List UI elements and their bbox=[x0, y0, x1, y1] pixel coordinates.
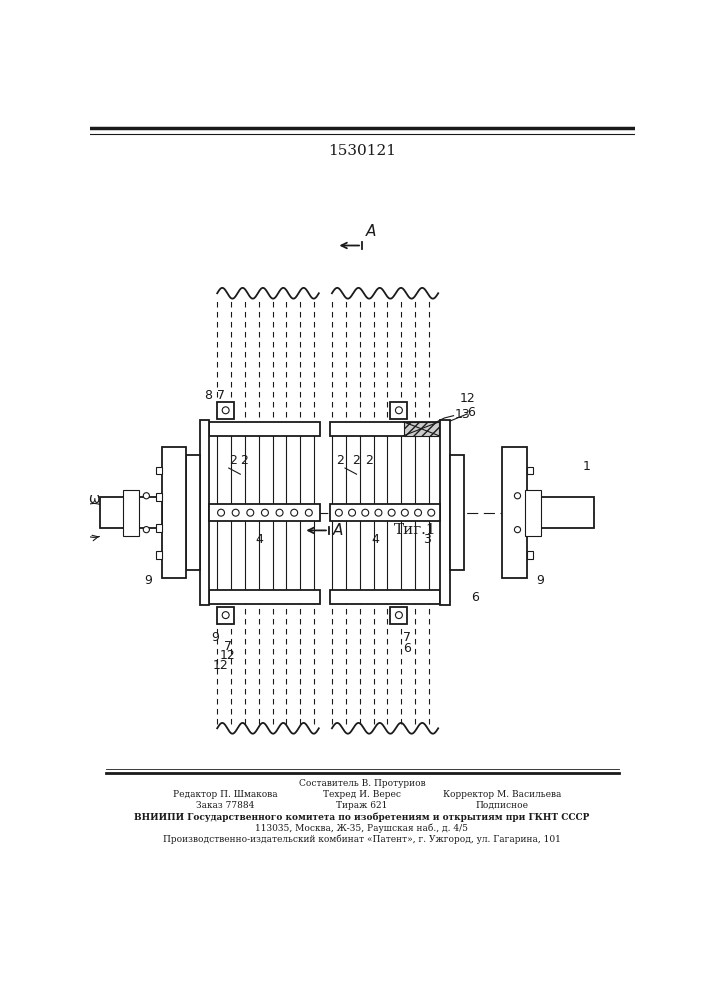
Text: Производственно-издательский комбинат «Патент», г. Ужгород, ул. Гагарина, 101: Производственно-издательский комбинат «П… bbox=[163, 834, 561, 844]
Circle shape bbox=[222, 612, 229, 619]
Text: 9: 9 bbox=[144, 574, 152, 587]
Circle shape bbox=[144, 493, 149, 499]
Circle shape bbox=[291, 509, 298, 516]
Bar bbox=[156, 466, 162, 474]
Circle shape bbox=[515, 493, 520, 499]
Bar bbox=[390, 402, 407, 419]
Text: 7: 7 bbox=[224, 640, 232, 653]
Bar bbox=[404, 422, 439, 436]
Bar bbox=[527, 551, 533, 559]
Bar bbox=[527, 493, 533, 501]
Circle shape bbox=[515, 527, 520, 533]
Text: 6: 6 bbox=[467, 406, 475, 419]
Text: Техред И. Верес: Техред И. Верес bbox=[323, 790, 401, 799]
Text: 113035, Москва, Ж-35, Раушская наб., д. 4/5: 113035, Москва, Ж-35, Раушская наб., д. … bbox=[255, 824, 469, 833]
Bar bbox=[156, 551, 162, 559]
Bar bbox=[527, 466, 533, 474]
Circle shape bbox=[349, 509, 356, 516]
Bar bbox=[525, 490, 541, 536]
Text: Корректор М. Васильева: Корректор М. Васильева bbox=[443, 790, 561, 799]
Bar bbox=[156, 493, 162, 501]
Bar bbox=[527, 524, 533, 532]
Text: 9: 9 bbox=[537, 574, 544, 587]
Text: 11: 11 bbox=[544, 514, 560, 527]
Circle shape bbox=[414, 509, 421, 516]
Circle shape bbox=[144, 527, 149, 533]
Circle shape bbox=[218, 509, 225, 516]
Text: 2: 2 bbox=[365, 454, 373, 466]
Bar bbox=[162, 447, 187, 578]
Bar bbox=[502, 447, 527, 578]
Text: ω: ω bbox=[88, 492, 100, 506]
Text: 12: 12 bbox=[460, 392, 476, 405]
Circle shape bbox=[402, 509, 409, 516]
Bar bbox=[156, 524, 162, 532]
Circle shape bbox=[388, 509, 395, 516]
Text: 2: 2 bbox=[337, 454, 344, 466]
Bar bbox=[217, 402, 234, 419]
Circle shape bbox=[276, 509, 283, 516]
Bar bbox=[209, 422, 320, 436]
Bar bbox=[100, 497, 162, 528]
Text: 6: 6 bbox=[472, 591, 479, 604]
Text: 3: 3 bbox=[423, 533, 431, 546]
Text: 4: 4 bbox=[371, 533, 379, 546]
Text: 7: 7 bbox=[217, 389, 225, 402]
Text: Редактор П. Шмакова: Редактор П. Шмакова bbox=[173, 790, 277, 799]
Circle shape bbox=[375, 509, 382, 516]
Bar bbox=[209, 590, 320, 604]
Text: 2: 2 bbox=[240, 454, 248, 466]
Circle shape bbox=[222, 407, 229, 414]
Text: Тираж 621: Тираж 621 bbox=[337, 801, 387, 810]
Text: 4: 4 bbox=[256, 533, 264, 546]
Text: 2: 2 bbox=[352, 454, 360, 466]
Text: Заказ 77884: Заказ 77884 bbox=[196, 801, 254, 810]
Text: 8: 8 bbox=[204, 389, 212, 402]
Text: 12: 12 bbox=[214, 659, 229, 672]
Text: 1: 1 bbox=[583, 460, 591, 473]
Bar bbox=[440, 420, 450, 605]
Bar bbox=[329, 504, 440, 521]
Text: 13: 13 bbox=[455, 408, 470, 421]
Bar bbox=[450, 455, 464, 570]
Circle shape bbox=[395, 612, 402, 619]
Text: A: A bbox=[366, 224, 376, 239]
Text: Составитель В. Протуриов: Составитель В. Протуриов bbox=[298, 779, 426, 788]
Circle shape bbox=[428, 509, 435, 516]
Circle shape bbox=[362, 509, 369, 516]
Text: 6: 6 bbox=[404, 642, 411, 655]
Circle shape bbox=[232, 509, 239, 516]
Circle shape bbox=[335, 509, 342, 516]
Bar bbox=[123, 490, 139, 536]
Text: 11: 11 bbox=[169, 468, 185, 481]
Text: A: A bbox=[333, 523, 343, 538]
Bar bbox=[329, 422, 440, 436]
Circle shape bbox=[305, 509, 312, 516]
Text: Подписное: Подписное bbox=[476, 801, 529, 810]
Text: 9: 9 bbox=[211, 631, 220, 644]
Circle shape bbox=[395, 407, 402, 414]
Text: 1530121: 1530121 bbox=[328, 144, 396, 158]
Text: ВНИИПИ Государственного комитета по изобретениям и открытиям при ГКНТ СССР: ВНИИПИ Государственного комитета по изоб… bbox=[134, 813, 590, 822]
Bar bbox=[209, 504, 320, 521]
Bar bbox=[533, 497, 595, 528]
Circle shape bbox=[262, 509, 269, 516]
Bar bbox=[329, 590, 440, 604]
Bar bbox=[217, 607, 234, 624]
Text: Τиг.1: Τиг.1 bbox=[395, 523, 437, 537]
Text: 7: 7 bbox=[404, 631, 411, 644]
Bar bbox=[187, 455, 200, 570]
Bar bbox=[390, 607, 407, 624]
Bar bbox=[200, 420, 209, 605]
Circle shape bbox=[247, 509, 254, 516]
Text: 12: 12 bbox=[220, 649, 236, 662]
Text: 2: 2 bbox=[228, 454, 237, 466]
